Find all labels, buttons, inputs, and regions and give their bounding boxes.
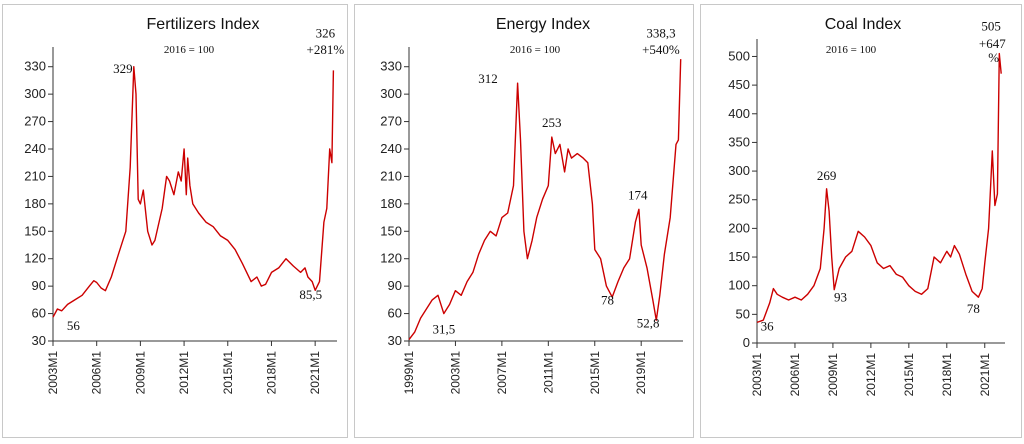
data-label: 326 xyxy=(316,25,336,40)
x-tick-label: 2015M1 xyxy=(221,351,235,395)
data-label: 93 xyxy=(834,290,847,305)
x-tick-label: 2012M1 xyxy=(177,351,191,395)
y-tick-label: 50 xyxy=(736,306,750,321)
coal-subtitle: 2016 = 100 xyxy=(826,44,877,56)
y-tick-label: 210 xyxy=(380,168,402,183)
y-tick-label: 120 xyxy=(380,251,402,266)
y-tick-label: 60 xyxy=(32,306,46,321)
x-tick-label: 2009M1 xyxy=(133,351,147,395)
x-tick-label: 2021M1 xyxy=(308,351,322,395)
y-tick-label: 240 xyxy=(380,141,402,156)
y-tick-label: 300 xyxy=(380,86,402,101)
y-tick-label: 0 xyxy=(743,335,750,350)
data-label: 253 xyxy=(542,115,562,130)
data-label: 52,8 xyxy=(637,315,660,330)
y-tick-label: 180 xyxy=(24,196,46,211)
x-tick-label: 2019M1 xyxy=(634,351,648,395)
data-label: 78 xyxy=(967,301,980,316)
data-label: 174 xyxy=(628,187,648,202)
x-tick-label: 2012M1 xyxy=(864,353,878,397)
energy-title: Energy Index xyxy=(496,16,590,33)
data-label: % xyxy=(988,50,999,65)
data-label: 312 xyxy=(478,71,498,86)
x-tick-label: 2015M1 xyxy=(588,351,602,395)
x-tick-label: 2015M1 xyxy=(902,353,916,397)
x-tick-label: 1999M1 xyxy=(402,351,416,395)
x-tick-label: 2003M1 xyxy=(46,351,60,395)
x-tick-label: 2009M1 xyxy=(826,353,840,397)
data-label: +540% xyxy=(642,42,680,57)
fertilizers-chart: Fertilizers Index 2016 = 100 30 60 90 120 150 1… xyxy=(24,16,345,395)
fertilizers-title: Fertilizers Index xyxy=(147,16,260,33)
data-label: 329 xyxy=(113,61,133,76)
data-label: 78 xyxy=(601,292,614,307)
y-tick-label: 450 xyxy=(728,77,750,92)
data-label: 36 xyxy=(761,318,775,333)
energy-chart: Energy Index 2016 = 100 30 60 90 120 150 180 210… xyxy=(380,16,683,395)
y-tick-label: 300 xyxy=(728,163,750,178)
y-tick-label: 90 xyxy=(388,278,402,293)
fertilizers-chart-panel: Fertilizers Index 2016 = 100 30 60 90 120 150 1… xyxy=(2,4,348,438)
y-tick-label: 500 xyxy=(728,48,750,63)
x-tick-label: 2007M1 xyxy=(495,351,509,395)
y-tick-label: 180 xyxy=(380,196,402,211)
y-tick-label: 30 xyxy=(388,333,402,348)
energy-index-line xyxy=(408,59,682,341)
y-tick-label: 30 xyxy=(32,333,46,348)
x-tick-label: 2018M1 xyxy=(940,353,954,397)
x-tick-label: 2021M1 xyxy=(978,353,992,397)
y-tick-label: 90 xyxy=(32,278,46,293)
fertilizers-subtitle: 2016 = 100 xyxy=(164,44,215,56)
coal-title: Coal Index xyxy=(825,16,902,33)
y-tick-label: 120 xyxy=(24,251,46,266)
coal-chart: Coal Index 2016 = 100 0 50 100 150 200 250 300 35… xyxy=(728,16,1006,397)
fertilizers-index-line xyxy=(52,66,335,318)
data-label: 505 xyxy=(981,19,1001,34)
x-tick-label: 2018M1 xyxy=(264,351,278,395)
y-tick-label: 330 xyxy=(24,59,46,74)
y-tick-label: 150 xyxy=(728,249,750,264)
y-tick-label: 350 xyxy=(728,134,750,149)
coal-chart-panel: Coal Index 2016 = 100 0 50 100 150 200 250 300 35… xyxy=(700,4,1022,438)
data-label: +647 xyxy=(979,36,1006,51)
y-tick-label: 200 xyxy=(728,220,750,235)
energy-subtitle: 2016 = 100 xyxy=(510,44,561,56)
data-label: 269 xyxy=(817,168,837,183)
data-label: 338,3 xyxy=(646,25,675,40)
y-tick-label: 400 xyxy=(728,106,750,121)
y-tick-label: 100 xyxy=(728,278,750,293)
x-tick-label: 2003M1 xyxy=(448,351,462,395)
data-label: 31,5 xyxy=(432,322,455,337)
x-tick-label: 2011M1 xyxy=(541,351,555,394)
y-tick-label: 150 xyxy=(380,223,402,238)
energy-chart-panel: Energy Index 2016 = 100 30 60 90 120 150 180 210… xyxy=(354,4,694,438)
x-tick-label: 2006M1 xyxy=(788,353,802,397)
y-tick-label: 150 xyxy=(24,223,46,238)
y-tick-label: 210 xyxy=(24,168,46,183)
y-tick-label: 60 xyxy=(388,306,402,321)
y-tick-label: 270 xyxy=(24,114,46,129)
y-tick-label: 330 xyxy=(380,59,402,74)
coal-index-line xyxy=(756,52,1002,324)
x-tick-label: 2006M1 xyxy=(90,351,104,395)
data-label: 85,5 xyxy=(299,287,322,302)
y-tick-label: 270 xyxy=(380,114,402,129)
y-tick-label: 240 xyxy=(24,141,46,156)
data-label: +281% xyxy=(307,42,345,57)
x-tick-label: 2003M1 xyxy=(750,353,764,397)
data-label: 56 xyxy=(67,318,81,333)
y-tick-label: 300 xyxy=(24,86,46,101)
y-tick-label: 250 xyxy=(728,192,750,207)
